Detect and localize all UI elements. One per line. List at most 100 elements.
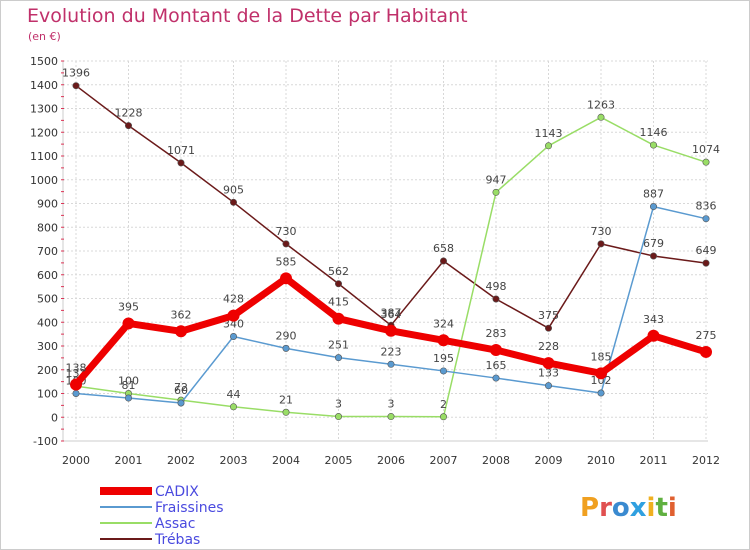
data-point-cadix — [122, 317, 135, 330]
legend-label-cadix: CADIX — [155, 484, 199, 500]
data-label-assac: 1143 — [535, 127, 563, 140]
data-label-trébas: 1396 — [62, 67, 90, 80]
data-point-trébas — [177, 159, 185, 167]
data-point-cadix — [332, 312, 345, 325]
data-label-cadix: 324 — [433, 317, 454, 330]
y-tick-label: 100 — [37, 388, 58, 401]
x-tick-label: 2000 — [62, 454, 90, 467]
data-label-cadix: 585 — [276, 255, 297, 268]
data-label-assac: 2 — [440, 398, 447, 411]
data-point-fraissines — [387, 360, 395, 368]
x-tick-label: 2010 — [587, 454, 615, 467]
data-label-trébas: 375 — [538, 309, 559, 322]
x-tick-label: 2001 — [115, 454, 143, 467]
data-point-fraissines — [492, 374, 500, 382]
x-tick-label: 2008 — [482, 454, 510, 467]
y-tick-label: 1400 — [30, 79, 58, 92]
y-tick-label: 1300 — [30, 103, 58, 116]
data-label-trébas: 658 — [433, 242, 454, 255]
y-tick-label: 700 — [37, 245, 58, 258]
data-label-trébas: 649 — [696, 244, 717, 257]
data-label-cadix: 275 — [696, 329, 717, 342]
data-label-trébas: 1228 — [115, 107, 143, 120]
data-label-trébas: 1071 — [167, 144, 195, 157]
legend-label-fraissines: Fraissines — [155, 500, 224, 516]
data-point-assac — [282, 408, 290, 416]
data-label-assac: 1263 — [587, 98, 615, 111]
data-label-fraissines: 836 — [696, 200, 717, 213]
x-tick-label: 2012 — [692, 454, 720, 467]
data-label-assac: 44 — [227, 388, 241, 401]
data-point-trébas — [492, 295, 500, 303]
data-label-trébas: 730 — [276, 225, 297, 238]
data-label-fraissines: 290 — [276, 329, 297, 342]
data-label-trébas: 905 — [223, 183, 244, 196]
chart-title: Evolution du Montant de la Dette par Hab… — [27, 5, 468, 27]
data-point-fraissines — [597, 389, 605, 397]
data-label-cadix: 138 — [66, 361, 87, 374]
data-label-cadix: 364 — [381, 308, 402, 321]
y-tick-label: 600 — [37, 269, 58, 282]
data-label-assac: 100 — [118, 375, 139, 388]
y-tick-label: 1100 — [30, 150, 58, 163]
data-label-trébas: 562 — [328, 265, 349, 278]
data-point-cadix — [595, 367, 607, 380]
data-label-assac: 72 — [174, 381, 188, 394]
data-point-fraissines — [702, 215, 710, 223]
data-point-assac — [597, 113, 605, 121]
y-tick-label: 200 — [37, 364, 58, 377]
x-tick-label: 2004 — [272, 454, 300, 467]
x-tick-label: 2007 — [430, 454, 458, 467]
plot-area: -100 0 100 200 300 400 500 600 700 800 900 1000 1100… — [30, 55, 720, 467]
chart-subtitle: (en €) — [28, 30, 61, 43]
data-point-cadix — [280, 272, 292, 285]
data-point-assac — [649, 141, 657, 149]
y-tick-label: 1000 — [30, 174, 58, 187]
data-label-assac: 3 — [388, 398, 395, 411]
data-point-cadix — [490, 344, 502, 357]
data-label-cadix: 283 — [486, 327, 507, 340]
data-point-trébas — [649, 252, 657, 260]
y-tick-label: 0 — [51, 411, 58, 424]
data-point-assac — [387, 413, 395, 421]
data-point-cadix — [647, 329, 660, 342]
data-point-trébas — [597, 240, 605, 248]
data-label-fraissines: 251 — [328, 339, 349, 352]
data-label-fraissines: 102 — [591, 374, 612, 387]
data-label-assac: 1146 — [640, 126, 668, 139]
data-point-cadix — [385, 324, 397, 337]
data-label-trébas: 387 — [381, 306, 402, 319]
data-label-fraissines: 133 — [538, 367, 559, 380]
data-point-fraissines — [125, 394, 133, 402]
data-point-trébas — [334, 280, 342, 288]
data-point-trébas — [230, 198, 238, 206]
data-point-assac — [439, 413, 447, 421]
y-tick-label: 900 — [37, 198, 58, 211]
data-label-trébas: 679 — [643, 237, 664, 250]
data-point-trébas — [72, 82, 80, 90]
data-point-cadix — [700, 345, 712, 358]
legend-label-assac: Assac — [155, 516, 195, 532]
data-point-cadix — [542, 357, 555, 370]
data-label-cadix: 228 — [538, 340, 559, 353]
data-point-assac — [544, 142, 552, 150]
data-point-fraissines — [282, 344, 290, 352]
data-label-trébas: 730 — [591, 225, 612, 238]
data-point-fraissines — [177, 399, 185, 407]
data-label-fraissines: 223 — [381, 345, 402, 358]
data-label-assac: 3 — [335, 398, 342, 411]
data-point-cadix — [227, 309, 240, 322]
data-label-cadix: 343 — [643, 313, 664, 326]
data-label-assac: 1074 — [692, 143, 720, 156]
data-point-fraissines — [439, 367, 447, 375]
data-point-cadix — [175, 325, 187, 338]
y-tick-label: 1500 — [30, 55, 58, 68]
y-tick-label: 400 — [37, 316, 58, 329]
data-point-assac — [492, 188, 500, 196]
data-label-cadix: 185 — [591, 350, 612, 363]
data-label-fraissines: 887 — [643, 188, 664, 201]
data-label-cadix: 428 — [223, 293, 244, 306]
data-label-assac: 21 — [279, 393, 293, 406]
